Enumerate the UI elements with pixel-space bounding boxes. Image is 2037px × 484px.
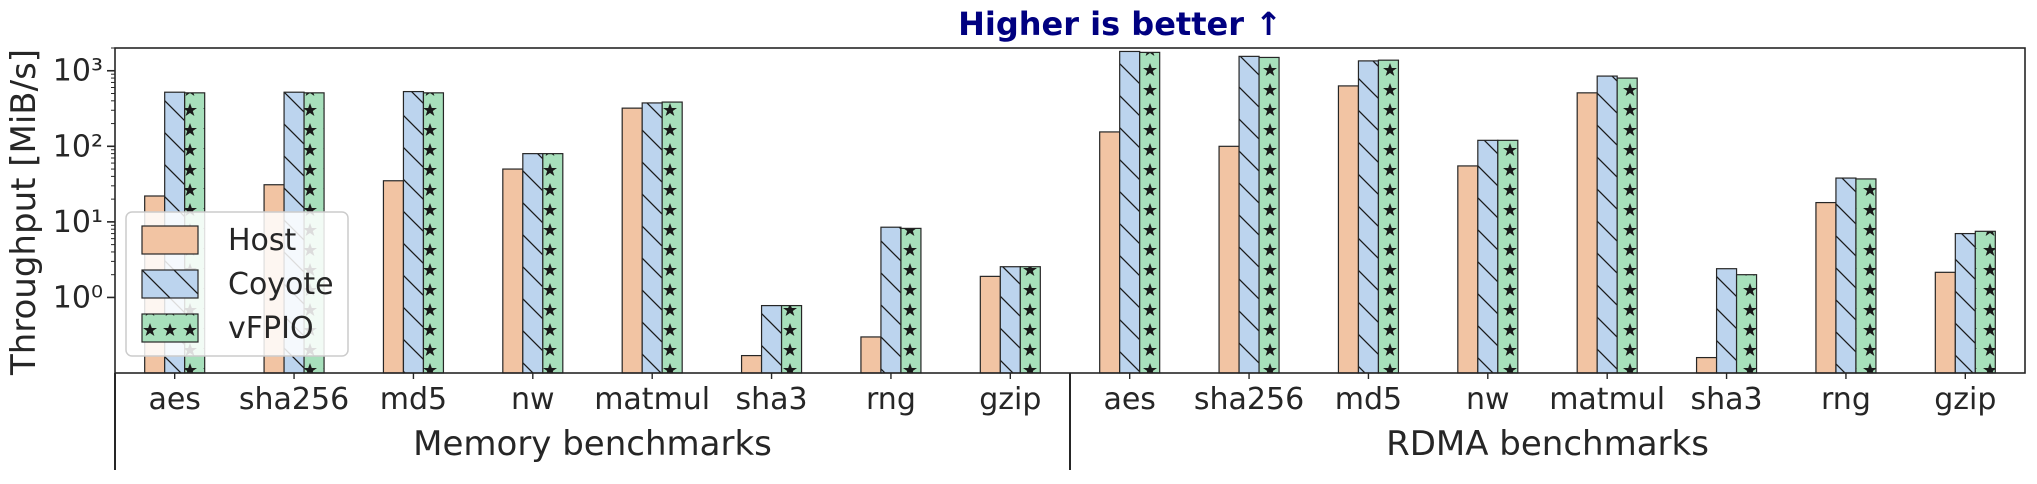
group-axis: Memory benchmarks RDMA benchmarks bbox=[114, 373, 1709, 470]
legend-swatch-hatch bbox=[142, 314, 198, 342]
legend: Host Coyote vFPIO bbox=[125, 211, 349, 357]
chart-title: Higher is better ↑ bbox=[958, 5, 1282, 43]
legend-swatch-hatch bbox=[142, 270, 198, 298]
bar-hatch bbox=[403, 91, 424, 373]
bar-host-md5 bbox=[1338, 85, 1359, 374]
bar-hatch bbox=[1259, 57, 1280, 373]
x-tick-label: nw bbox=[1466, 382, 1510, 417]
y-tick-label: 10² bbox=[53, 129, 103, 164]
legend-label: Coyote bbox=[228, 267, 334, 302]
group-label: Memory benchmarks bbox=[413, 424, 772, 464]
bar-hatch bbox=[1736, 274, 1757, 373]
bar-hatch bbox=[1119, 51, 1140, 374]
bar-hatch bbox=[1358, 60, 1379, 373]
bar-hatch bbox=[1955, 233, 1976, 373]
bar-hatch bbox=[1716, 268, 1737, 373]
x-tick-label: sha3 bbox=[736, 382, 808, 417]
legend-label: vFPIO bbox=[228, 311, 314, 346]
bar-host-sha3 bbox=[1696, 357, 1717, 373]
bar-host-nw bbox=[1457, 165, 1478, 373]
x-tick-label: matmul bbox=[594, 382, 710, 417]
bar-host-rng bbox=[860, 336, 881, 373]
bar-hatch bbox=[761, 305, 782, 373]
bar-host-md5 bbox=[383, 180, 404, 373]
x-tick-label: aes bbox=[148, 382, 200, 417]
x-tick-label: aes bbox=[1103, 382, 1155, 417]
bar-hatch bbox=[1835, 178, 1856, 373]
x-tick-label: nw bbox=[511, 382, 555, 417]
legend-swatch-host bbox=[142, 226, 198, 254]
bars bbox=[144, 50, 1996, 374]
bar-host-gzip bbox=[1935, 272, 1956, 373]
x-tick-label: rng bbox=[1821, 382, 1871, 417]
y-axis: 10⁰ 10¹ 10² 10³ bbox=[53, 47, 115, 315]
x-tick-label: matmul bbox=[1549, 382, 1665, 417]
bar-hatch bbox=[1855, 178, 1876, 373]
y-tick-label: 10¹ bbox=[53, 205, 103, 240]
group-label: RDMA benchmarks bbox=[1386, 424, 1709, 464]
bar-host-matmul bbox=[622, 108, 643, 374]
x-tick-label: sha256 bbox=[1194, 382, 1304, 417]
legend-swatch-outline bbox=[141, 313, 199, 343]
y-axis-label: Throughput [MiB/s] bbox=[4, 49, 44, 376]
legend-swatch-outline bbox=[141, 225, 199, 255]
y-tick-label: 10⁰ bbox=[53, 280, 103, 315]
bar-hatch bbox=[1497, 140, 1518, 373]
x-tick-label: rng bbox=[866, 382, 916, 417]
x-tick-label: gzip bbox=[1934, 382, 1996, 417]
bar-host-sha256 bbox=[1219, 146, 1240, 373]
bar-host-nw bbox=[502, 169, 523, 373]
x-tick-label: md5 bbox=[380, 382, 447, 417]
bar-hatch bbox=[1378, 60, 1399, 373]
x-tick-label: md5 bbox=[1335, 382, 1402, 417]
bar-hatch bbox=[542, 153, 563, 373]
x-tick-label: sha256 bbox=[239, 382, 349, 417]
bar-host-sha3 bbox=[741, 355, 762, 373]
bar-host-matmul bbox=[1577, 92, 1598, 373]
x-tick-label: sha3 bbox=[1691, 382, 1763, 417]
legend-swatch-outline bbox=[141, 269, 199, 299]
bar-hatch bbox=[1975, 231, 1996, 373]
y-tick-label: 10³ bbox=[53, 54, 103, 89]
bar-host-aes bbox=[1099, 131, 1120, 373]
bar-hatch bbox=[781, 305, 802, 373]
bar-hatch bbox=[522, 153, 543, 373]
x-tick-label: gzip bbox=[979, 382, 1041, 417]
x-axis: aes sha256 md5 nw matmul sha3 rng gzip aes sha256… bbox=[148, 373, 1996, 417]
legend-label: Host bbox=[228, 223, 297, 258]
bar-hatch bbox=[1239, 56, 1260, 374]
bar-hatch bbox=[1477, 140, 1498, 373]
bar-host-rng bbox=[1815, 202, 1836, 373]
bar-hatch bbox=[880, 227, 901, 373]
bar-hatch bbox=[662, 102, 683, 373]
bar-hatch bbox=[1000, 266, 1021, 373]
bar-hatch bbox=[642, 102, 663, 373]
bar-hatch bbox=[1139, 52, 1160, 374]
bar-host-gzip bbox=[980, 276, 1001, 373]
bar-hatch bbox=[423, 92, 444, 373]
bar-hatch bbox=[1617, 78, 1638, 374]
bar-hatch bbox=[900, 228, 921, 373]
bar-hatch bbox=[1020, 266, 1041, 373]
bar-hatch bbox=[1597, 76, 1618, 374]
